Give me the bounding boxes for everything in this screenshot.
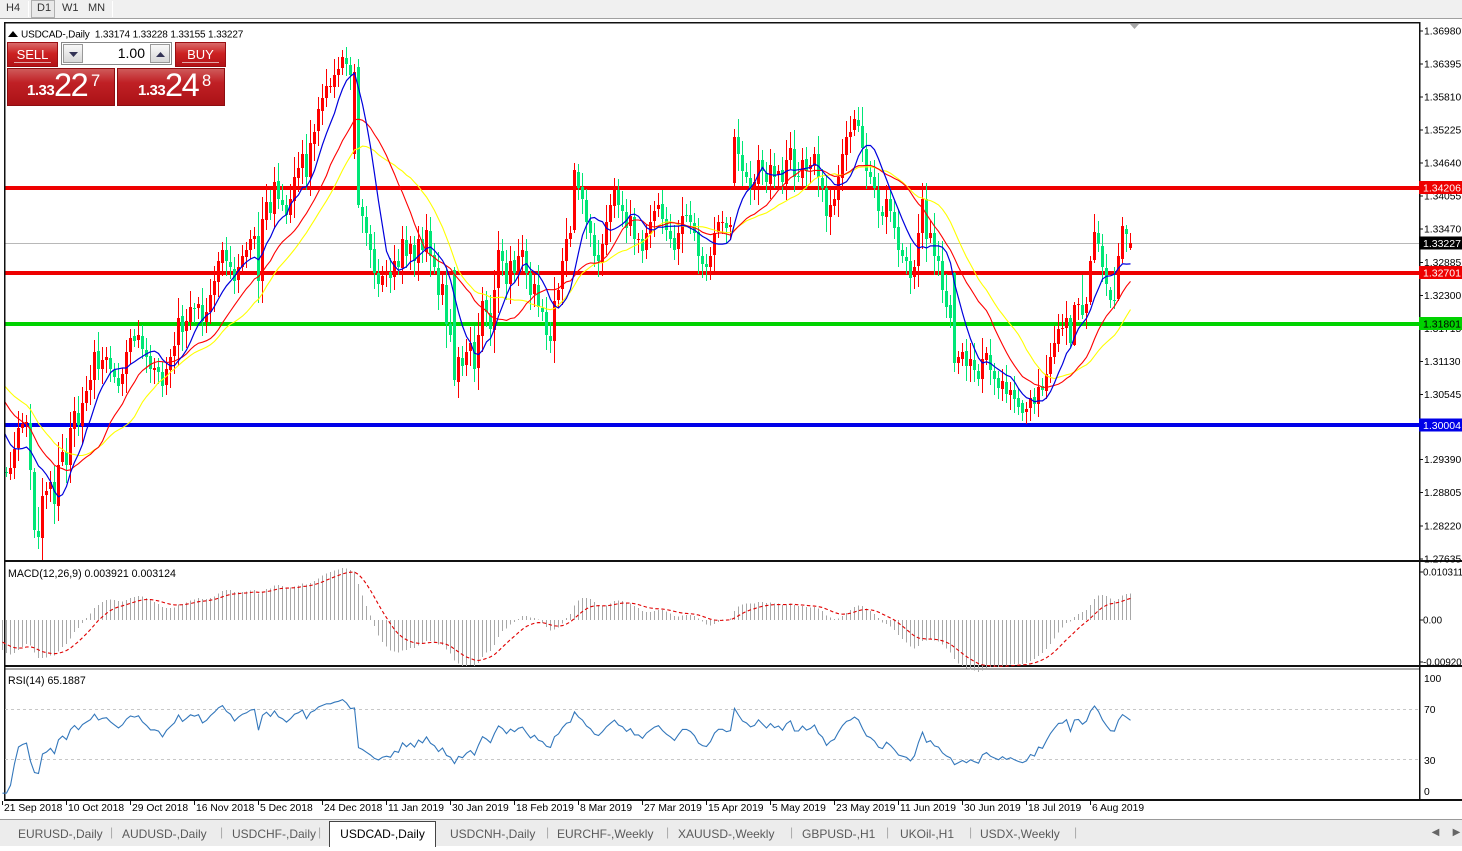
svg-text:1.28805: 1.28805 — [1424, 488, 1461, 499]
svg-text:1.34640: 1.34640 — [1424, 159, 1461, 170]
svg-text:11 Jan 2019: 11 Jan 2019 — [388, 803, 444, 814]
svg-text:1.33470: 1.33470 — [1424, 225, 1461, 236]
svg-text:1.32701: 1.32701 — [1423, 268, 1461, 280]
svg-text:30 Jan 2019: 30 Jan 2019 — [452, 803, 509, 814]
svg-text:23 May 2019: 23 May 2019 — [836, 803, 896, 814]
svg-text:29 Oct 2018: 29 Oct 2018 — [132, 803, 188, 814]
svg-text:27 Mar 2019: 27 Mar 2019 — [644, 803, 702, 814]
svg-text:24 Dec 2018: 24 Dec 2018 — [324, 803, 383, 814]
svg-text:70: 70 — [1424, 705, 1436, 716]
svg-text:8 Mar 2019: 8 Mar 2019 — [580, 803, 632, 814]
svg-text:1.32300: 1.32300 — [1424, 291, 1461, 302]
svg-text:1.32885: 1.32885 — [1424, 258, 1461, 269]
svg-text:USDCAD-,Daily 1.33174 1.33228: USDCAD-,Daily 1.33174 1.33228 1.33155 1.… — [21, 30, 244, 41]
svg-text:30: 30 — [1424, 756, 1436, 767]
svg-text:1.30545: 1.30545 — [1424, 390, 1461, 401]
svg-text:1.34055: 1.34055 — [1424, 192, 1461, 203]
svg-text:15 Apr 2019: 15 Apr 2019 — [708, 803, 764, 814]
svg-text:1.34206: 1.34206 — [1423, 183, 1461, 195]
svg-text:6 Aug 2019: 6 Aug 2019 — [1092, 803, 1144, 814]
svg-text:1.28220: 1.28220 — [1424, 521, 1461, 532]
svg-text:18 Jul 2019: 18 Jul 2019 — [1028, 803, 1082, 814]
svg-text:10 Oct 2018: 10 Oct 2018 — [68, 803, 124, 814]
svg-text:1.31801: 1.31801 — [1423, 319, 1461, 331]
svg-text:0.00: 0.00 — [1423, 616, 1443, 627]
svg-text:30 Jun 2019: 30 Jun 2019 — [964, 803, 1021, 814]
svg-text:21 Sep 2018: 21 Sep 2018 — [4, 803, 63, 814]
svg-text:RSI(14) 65.1887: RSI(14) 65.1887 — [8, 675, 86, 687]
svg-text:5 May 2019: 5 May 2019 — [772, 803, 826, 814]
svg-text:MACD(12,26,9) 0.003921 0.00312: MACD(12,26,9) 0.003921 0.003124 — [8, 568, 176, 580]
svg-text:1.30004: 1.30004 — [1423, 420, 1461, 432]
svg-text:11 Jun 2019: 11 Jun 2019 — [900, 803, 956, 814]
svg-text:18 Feb 2019: 18 Feb 2019 — [516, 803, 574, 814]
svg-text:1.29390: 1.29390 — [1424, 455, 1461, 466]
svg-text:1.27635: 1.27635 — [1424, 554, 1461, 565]
svg-text:16 Nov 2018: 16 Nov 2018 — [196, 803, 255, 814]
svg-text:100: 100 — [1424, 674, 1441, 685]
svg-text:5 Dec 2018: 5 Dec 2018 — [260, 803, 313, 814]
svg-text:1.31130: 1.31130 — [1424, 357, 1461, 368]
svg-text:1.35225: 1.35225 — [1424, 126, 1461, 137]
svg-text:0.010311: 0.010311 — [1423, 568, 1462, 579]
svg-text:1.35810: 1.35810 — [1424, 93, 1461, 104]
svg-text:1.33227: 1.33227 — [1423, 238, 1461, 250]
svg-text:-0.009203: -0.009203 — [1423, 658, 1462, 669]
svg-text:1.36980: 1.36980 — [1424, 27, 1461, 38]
svg-text:0: 0 — [1424, 787, 1430, 798]
svg-text:1.36395: 1.36395 — [1424, 60, 1461, 71]
